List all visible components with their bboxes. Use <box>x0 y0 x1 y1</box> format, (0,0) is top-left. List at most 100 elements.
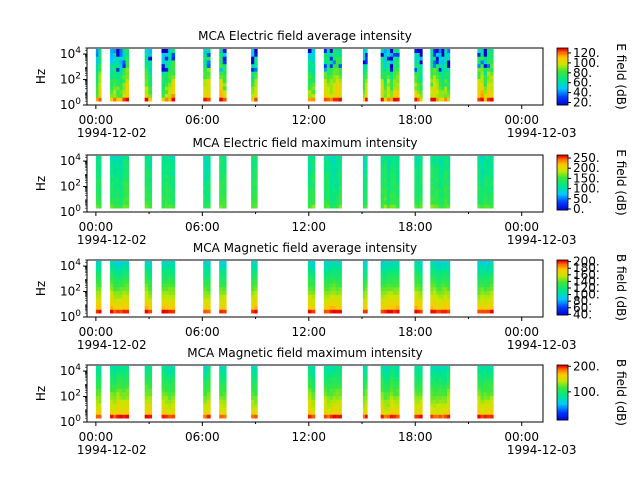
heatmap-cell <box>365 60 368 65</box>
heatmap-cell <box>311 200 316 205</box>
heatmap-cell <box>483 287 488 292</box>
heatmap-cell <box>338 287 342 292</box>
heatmap-cell <box>362 384 366 389</box>
heatmap-cell <box>419 272 423 277</box>
heatmap-cell <box>254 174 258 179</box>
heatmap-cell <box>435 193 439 198</box>
heatmap-cell <box>148 155 153 161</box>
heatmap-cell <box>110 193 114 198</box>
heatmap-cell <box>251 260 255 266</box>
heatmap-cell <box>222 403 227 408</box>
heatmap-cell <box>365 392 368 397</box>
heatmap-cell <box>116 392 120 397</box>
heatmap-cell <box>148 159 153 164</box>
colorbar-cell <box>557 186 568 189</box>
heatmap-cell <box>441 264 445 269</box>
heatmap-cell <box>206 67 211 72</box>
heatmap-cell <box>119 182 123 187</box>
heatmap-cell <box>389 182 394 187</box>
heatmap-cell <box>119 388 123 393</box>
heatmap-cell <box>116 302 120 307</box>
heatmap-cell <box>335 380 339 385</box>
heatmap-cell <box>444 204 448 209</box>
heatmap-cell <box>486 159 491 164</box>
heatmap-cell <box>206 388 211 393</box>
heatmap-cell <box>438 170 442 175</box>
heatmap-cell <box>222 392 227 397</box>
heatmap-cell <box>122 97 126 102</box>
heatmap-cell <box>338 377 342 382</box>
heatmap-cell <box>433 410 437 415</box>
heatmap-cell <box>125 268 129 273</box>
heatmap-cell <box>380 305 385 310</box>
xtick-date-label: 1994-12-02 <box>77 338 147 352</box>
heatmap-cell <box>307 298 312 303</box>
heatmap-cell <box>362 407 366 412</box>
xtick-label: 12:00 <box>291 325 326 339</box>
heatmap-cell <box>329 260 334 266</box>
heatmap-cell <box>148 279 153 284</box>
heatmap-cell <box>95 97 99 102</box>
heatmap-cell <box>119 414 123 419</box>
heatmap-cell <box>329 268 334 273</box>
heatmap-cell <box>148 407 153 412</box>
heatmap-cell <box>168 67 172 72</box>
heatmap-cell <box>438 60 442 65</box>
heatmap-cell <box>254 159 258 164</box>
heatmap-cell <box>125 182 129 187</box>
heatmap-cell <box>362 93 366 98</box>
heatmap-cell <box>441 71 445 76</box>
heatmap-cell <box>338 167 342 172</box>
heatmap-cell <box>144 399 149 404</box>
heatmap-cell <box>95 86 99 91</box>
heatmap-cell <box>393 185 397 190</box>
heatmap-cell <box>389 174 394 179</box>
heatmap-cell <box>417 369 420 374</box>
heatmap-cell <box>116 159 120 164</box>
heatmap-cell <box>483 272 488 277</box>
heatmap-cell <box>164 305 169 310</box>
heatmap-cell <box>438 309 442 314</box>
panel-title: MCA Magnetic field average intensity <box>193 241 417 255</box>
ytick-label: 100 <box>60 414 81 429</box>
heatmap-cell <box>148 380 153 385</box>
colorbar-cell <box>557 373 568 376</box>
heatmap-cell <box>122 48 126 54</box>
heatmap-cell <box>477 167 481 172</box>
heatmap-cell <box>430 204 434 209</box>
heatmap-cell <box>486 56 491 61</box>
heatmap-cell <box>323 170 328 175</box>
heatmap-cell <box>362 410 366 415</box>
heatmap-cell <box>332 309 336 314</box>
heatmap-cell <box>414 414 418 419</box>
heatmap-cell <box>335 272 339 277</box>
colorbar-tick-label: 40. <box>573 307 592 321</box>
heatmap-cell <box>119 275 123 280</box>
heatmap-cell <box>326 302 331 307</box>
heatmap-cell <box>435 392 439 397</box>
data-interval <box>251 365 258 419</box>
heatmap-cell <box>483 60 488 65</box>
heatmap-cell <box>480 272 485 277</box>
heatmap-cell <box>326 90 331 95</box>
heatmap-cell <box>438 410 442 415</box>
heatmap-cell <box>203 90 208 95</box>
heatmap-cell <box>365 275 368 280</box>
heatmap-cell <box>326 97 331 102</box>
heatmap-cell <box>329 48 334 54</box>
colorbar-cell <box>557 378 568 381</box>
heatmap-cell <box>480 189 485 194</box>
heatmap-cell <box>362 71 366 76</box>
heatmap-cell <box>206 159 211 164</box>
heatmap-cell <box>386 48 391 54</box>
heatmap-cell <box>362 283 366 288</box>
data-interval <box>430 365 451 419</box>
heatmap-cell <box>168 178 172 183</box>
heatmap-cell <box>323 302 328 307</box>
heatmap-cell <box>480 155 485 161</box>
heatmap-cell <box>447 155 451 161</box>
heatmap-cell <box>486 82 491 87</box>
colorbar-cell <box>557 174 568 177</box>
heatmap-cell <box>164 159 169 164</box>
heatmap-cell <box>161 377 166 382</box>
